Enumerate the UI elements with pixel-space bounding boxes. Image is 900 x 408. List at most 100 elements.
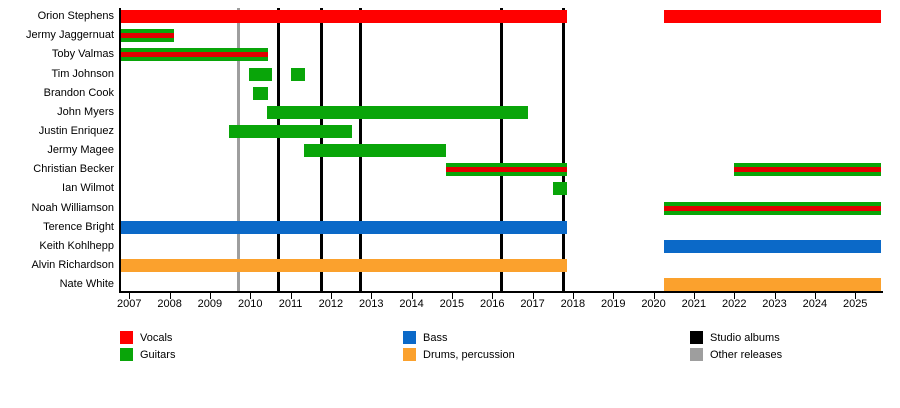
legend-item-guitars: Guitars xyxy=(120,348,175,361)
year-label-2019: 2019 xyxy=(600,298,626,310)
bar-nate-white xyxy=(663,278,881,292)
bar-terence-bright xyxy=(120,220,567,234)
axis-tick xyxy=(693,293,695,299)
year-label-2016: 2016 xyxy=(479,298,505,310)
bar-ian-wilmot xyxy=(553,182,568,196)
guitars-swatch-icon xyxy=(120,348,133,361)
vocals-stripe xyxy=(120,33,174,39)
vocals-stripe xyxy=(445,167,567,173)
axis-tick xyxy=(532,293,534,299)
axis-tick xyxy=(330,293,332,299)
bar-christian-becker xyxy=(734,163,881,177)
member-label-toby-valmas: Toby Valmas xyxy=(51,48,114,61)
bar-brandon-cook xyxy=(253,86,269,100)
axis-tick xyxy=(169,293,171,299)
year-label-2024: 2024 xyxy=(802,298,828,310)
member-label-ian-wilmot: Ian Wilmot xyxy=(62,182,114,195)
year-label-2011: 2011 xyxy=(278,298,303,310)
bar-jermy-magee xyxy=(304,144,446,158)
legend-label: Studio albums xyxy=(710,331,780,344)
year-label-2010: 2010 xyxy=(238,298,263,310)
legend-column-1: Vocals Guitars xyxy=(120,331,175,365)
legend-label: Drums, percussion xyxy=(423,348,515,361)
bar-noah-williamson xyxy=(663,201,881,215)
legend-item-drums: Drums, percussion xyxy=(403,348,515,361)
other-releases-swatch-icon xyxy=(690,348,703,361)
member-label-tim-johnson: Tim Johnson xyxy=(51,67,114,80)
year-label-2018: 2018 xyxy=(560,298,586,310)
year-label-2014: 2014 xyxy=(399,298,424,310)
legend-item-other-releases: Other releases xyxy=(690,348,782,361)
legend-item-bass: Bass xyxy=(403,331,515,344)
other-release-line xyxy=(236,8,240,291)
vocals-stripe xyxy=(120,52,268,58)
axis-tick xyxy=(734,293,736,299)
axis-tick xyxy=(653,293,655,299)
bar-alvin-richardson xyxy=(120,258,567,272)
axis-tick xyxy=(371,293,373,299)
axis-tick xyxy=(855,293,857,299)
year-label-2013: 2013 xyxy=(359,298,384,310)
studio-album-line xyxy=(500,8,504,291)
bar-tim-johnson xyxy=(290,67,306,81)
member-label-alvin-richardson: Alvin Richardson xyxy=(31,258,114,271)
year-label-2012: 2012 xyxy=(318,298,344,310)
axis-tick xyxy=(613,293,615,299)
bass-swatch-icon xyxy=(403,331,416,344)
studio-albums-swatch-icon xyxy=(690,331,703,344)
bar-john-myers xyxy=(266,105,528,119)
year-label-2025: 2025 xyxy=(842,298,868,310)
legend-label: Bass xyxy=(423,331,448,344)
bar-justin-enriquez xyxy=(229,124,352,138)
studio-album-line xyxy=(276,8,280,291)
year-label-2009: 2009 xyxy=(197,298,223,310)
bar-toby-valmas xyxy=(120,48,268,62)
member-label-orion-stephens: Orion Stephens xyxy=(37,10,114,23)
year-label-2007: 2007 xyxy=(117,298,142,310)
year-label-2023: 2023 xyxy=(762,298,787,310)
axis-tick xyxy=(451,293,453,299)
year-label-2020: 2020 xyxy=(641,298,666,310)
axis-tick xyxy=(209,293,211,299)
member-label-noah-williamson: Noah Williamson xyxy=(31,201,114,214)
axis-tick xyxy=(572,293,574,299)
member-label-terence-bright: Terence Bright xyxy=(43,220,114,233)
year-label-2008: 2008 xyxy=(157,298,182,310)
bar-tim-johnson xyxy=(249,67,272,81)
legend-label: Vocals xyxy=(140,331,173,344)
member-label-john-myers: John Myers xyxy=(57,105,114,118)
y-axis-line xyxy=(119,8,121,293)
member-label-christian-becker: Christian Becker xyxy=(33,163,114,176)
axis-tick xyxy=(411,293,413,299)
axis-tick xyxy=(492,293,494,299)
member-label-brandon-cook: Brandon Cook xyxy=(43,86,114,99)
legend-label: Other releases xyxy=(710,348,783,361)
member-label-keith-kohlhepp: Keith Kohlhepp xyxy=(39,239,114,252)
bar-orion-stephens xyxy=(663,10,881,24)
vocals-stripe xyxy=(663,205,881,211)
studio-album-line xyxy=(561,8,565,291)
bar-orion-stephens xyxy=(120,10,567,24)
bar-keith-kohlhepp xyxy=(663,239,881,253)
member-label-nate-white: Nate White xyxy=(59,278,114,291)
member-label-jermy-jaggernuat: Jermy Jaggernuat xyxy=(25,29,114,42)
vocals-stripe xyxy=(734,167,881,173)
year-label-2015: 2015 xyxy=(439,298,465,310)
axis-tick xyxy=(814,293,816,299)
legend-item-vocals: Vocals xyxy=(120,331,175,344)
legend-item-studio-albums: Studio albums xyxy=(690,331,782,344)
axis-tick xyxy=(129,293,131,299)
axis-tick xyxy=(250,293,252,299)
member-label-jermy-magee: Jermy Magee xyxy=(47,144,114,157)
axis-tick xyxy=(290,293,292,299)
legend-column-3: Studio albums Other releases xyxy=(690,331,782,365)
bar-christian-becker xyxy=(445,163,567,177)
bar-jermy-jaggernuat xyxy=(120,29,174,43)
x-axis-line xyxy=(119,291,883,293)
member-label-justin-enriquez: Justin Enriquez xyxy=(38,124,114,137)
vocals-swatch-icon xyxy=(120,331,133,344)
drums-swatch-icon xyxy=(403,348,416,361)
year-label-2022: 2022 xyxy=(721,298,747,310)
year-label-2017: 2017 xyxy=(520,298,545,310)
